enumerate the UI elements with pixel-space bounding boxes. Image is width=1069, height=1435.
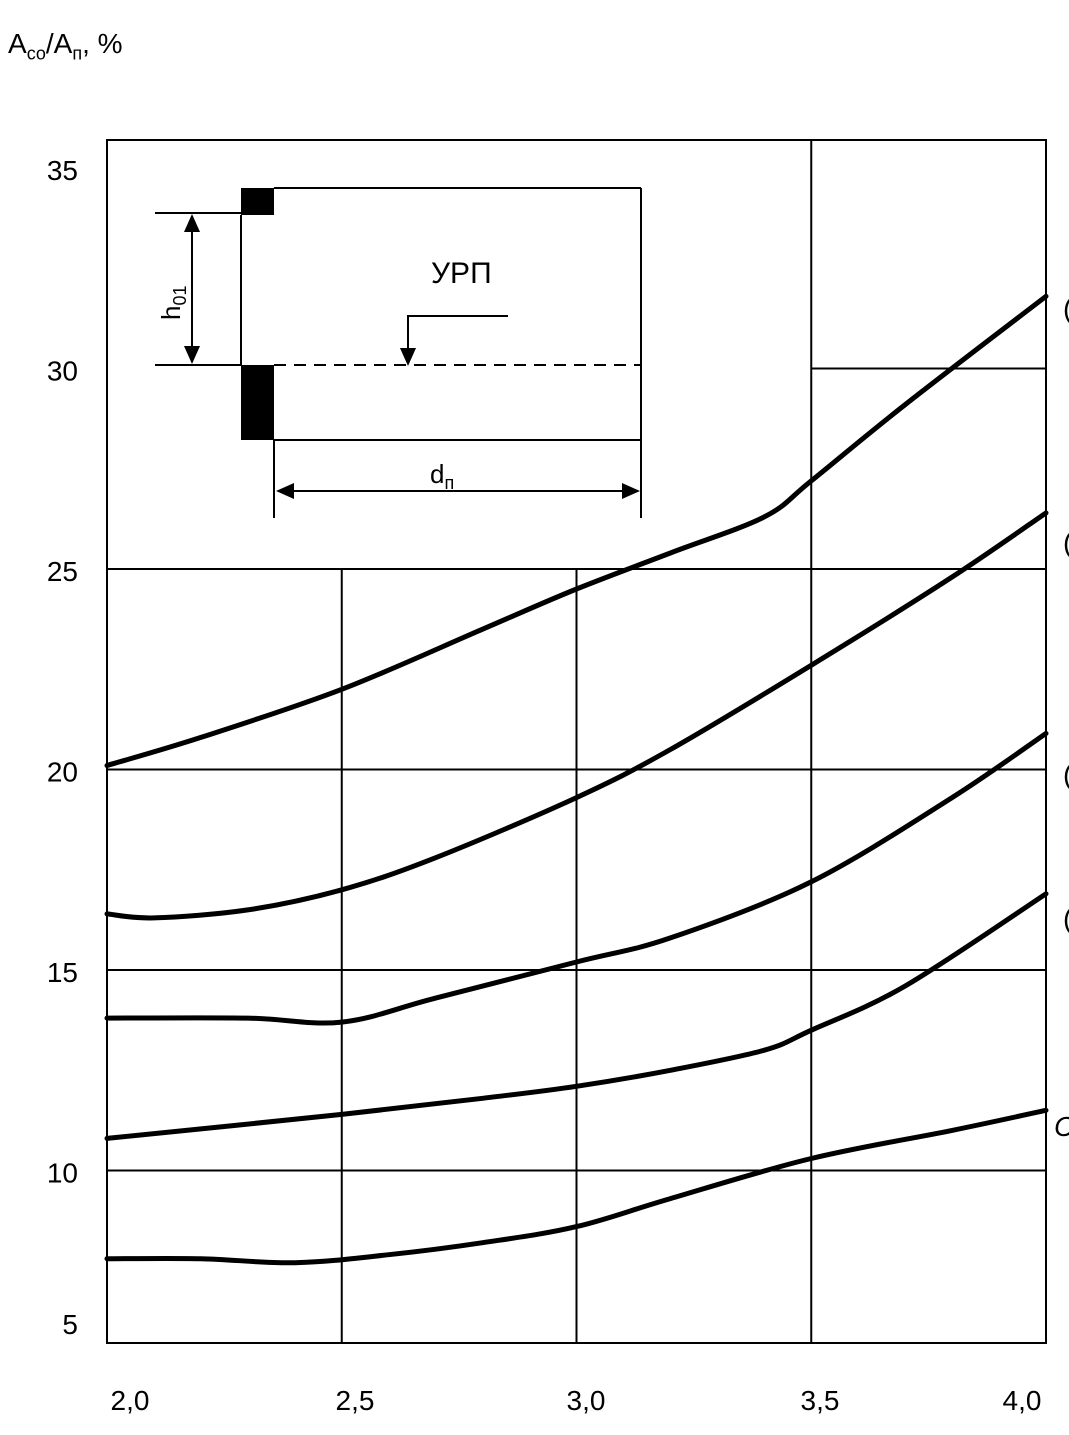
inset-bottom-block bbox=[241, 365, 274, 440]
inset-title: УРП bbox=[431, 257, 492, 290]
x-tick-label: 4,0 bbox=[1003, 1385, 1042, 1416]
curve-1 bbox=[104, 293, 1049, 768]
curve-4 bbox=[104, 891, 1049, 1141]
y-tick-label: 15 bbox=[47, 957, 78, 988]
x-tick-label: 2,0 bbox=[111, 1385, 150, 1416]
curve-label-2: ( bbox=[1063, 527, 1069, 558]
inset-pointer-arrow bbox=[400, 348, 416, 366]
inset-pointer-line bbox=[407, 315, 508, 352]
y-tick-label: 35 bbox=[47, 155, 78, 186]
y-label-unit: , % bbox=[82, 28, 123, 59]
inset-d-label: dп bbox=[430, 459, 454, 493]
curve-label-3: ( bbox=[1063, 759, 1069, 790]
y-label-sub1: со bbox=[26, 43, 46, 64]
x-tick-label: 3,5 bbox=[801, 1385, 840, 1416]
curve-label-5: С bbox=[1054, 1111, 1069, 1142]
tick-labels: 35 30 25 20 15 10 5 2,0 2,5 3,0 3,5 4,0 bbox=[47, 155, 1042, 1416]
inset-diagram: УРП dп h01 bbox=[155, 187, 642, 518]
curve-3 bbox=[104, 730, 1049, 1026]
y-tick-label: 5 bbox=[62, 1309, 78, 1340]
inset-h-arrow-down bbox=[184, 346, 200, 364]
curve-2 bbox=[104, 510, 1049, 921]
inset-d-arrow-left bbox=[276, 483, 294, 499]
inset-top-block bbox=[241, 188, 274, 215]
curve-label-4: ( bbox=[1063, 903, 1069, 934]
y-label-sep: /A bbox=[45, 28, 73, 59]
grid-layer bbox=[106, 139, 1047, 1344]
x-tick-label: 3,0 bbox=[567, 1385, 606, 1416]
y-label-sub2: п bbox=[72, 43, 83, 64]
y-axis-label: Aсо/Aп, % bbox=[8, 28, 123, 65]
inset-d-arrow-right bbox=[622, 483, 640, 499]
y-tick-label: 10 bbox=[47, 1158, 78, 1189]
curve-labels: ( ( ( ( С bbox=[1054, 293, 1069, 1142]
y-label-a1: A bbox=[8, 28, 27, 59]
y-tick-label: 20 bbox=[47, 757, 78, 788]
curve-5 bbox=[104, 1107, 1049, 1266]
curve-label-1: ( bbox=[1063, 293, 1069, 324]
curves-layer bbox=[104, 293, 1049, 1266]
y-tick-label: 25 bbox=[47, 556, 78, 587]
y-tick-label: 30 bbox=[47, 356, 78, 387]
x-tick-label: 2,5 bbox=[336, 1385, 375, 1416]
inset-h-arrow-up bbox=[184, 214, 200, 232]
inset-h-label: h01 bbox=[156, 286, 190, 321]
